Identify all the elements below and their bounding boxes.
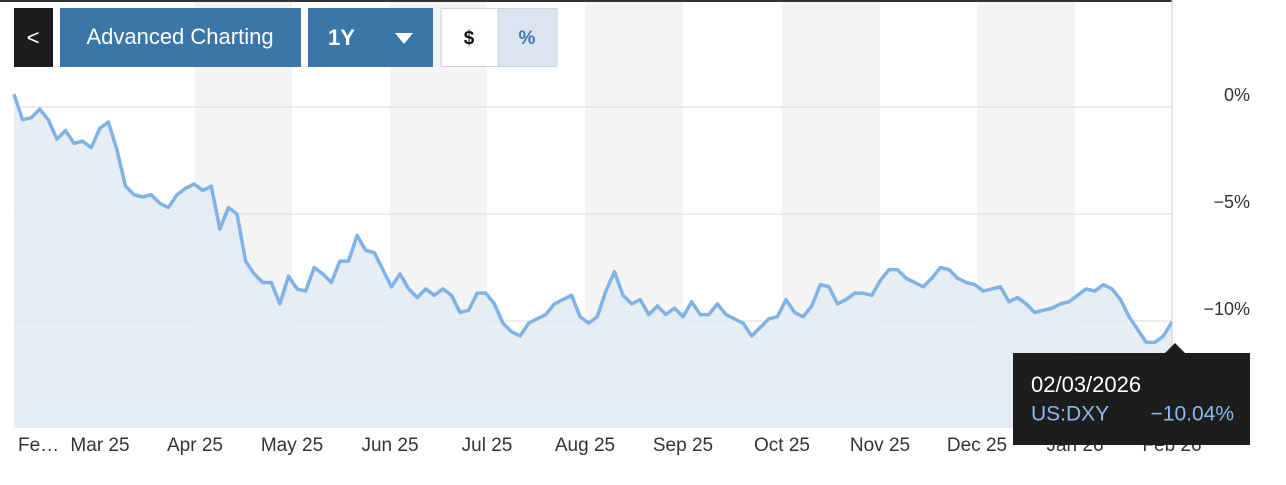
y-tick-label: −10%: [1203, 299, 1250, 319]
x-tick-label: Fe…: [18, 435, 59, 456]
range-dropdown[interactable]: [308, 8, 433, 67]
y-tick-label: 0%: [1224, 85, 1250, 105]
line: [12, 93, 1174, 345]
tooltip-date: 02/03/2026: [1031, 372, 1141, 397]
x-tick-label: Aug 25: [555, 435, 615, 456]
advanced-label: Advanced Charting: [86, 24, 273, 49]
area: [14, 94, 1172, 428]
dollar-button[interactable]: [440, 8, 499, 67]
tooltip-value: −10.04%: [1151, 403, 1235, 426]
tooltip-symbol: US:DXY: [1031, 403, 1109, 426]
x-tick-label: Nov 25: [850, 435, 910, 456]
percent-label: %: [519, 28, 536, 49]
back-button[interactable]: [14, 8, 53, 67]
x-tick-label: Jul 25: [462, 435, 513, 456]
toolbar: < Advanced Charting 1Y $ %: [14, 8, 558, 67]
x-tick-label: Dec 25: [947, 435, 1007, 456]
x-tick-label: Oct 25: [754, 435, 810, 456]
x-tick-label: Apr 25: [167, 435, 223, 456]
x-tick-label: Jun 25: [361, 435, 418, 456]
x-tick-label: Sep 25: [653, 435, 713, 456]
x-tick-label: Mar 25: [70, 435, 129, 456]
advanced-button[interactable]: [60, 8, 301, 67]
plot: [12, 93, 1174, 428]
back-label: <: [27, 25, 40, 50]
range-label: 1Y: [328, 25, 355, 50]
percent-button[interactable]: [497, 8, 558, 67]
y-tick-label: −5%: [1213, 192, 1250, 212]
tooltip: 02/03/2026 US:DXY −10.04%: [1013, 343, 1250, 445]
tooltip-box: [1013, 343, 1250, 445]
dropdown-arrow: [395, 33, 413, 44]
dollar-label: $: [464, 28, 475, 49]
x-tick-label: May 25: [261, 435, 323, 456]
